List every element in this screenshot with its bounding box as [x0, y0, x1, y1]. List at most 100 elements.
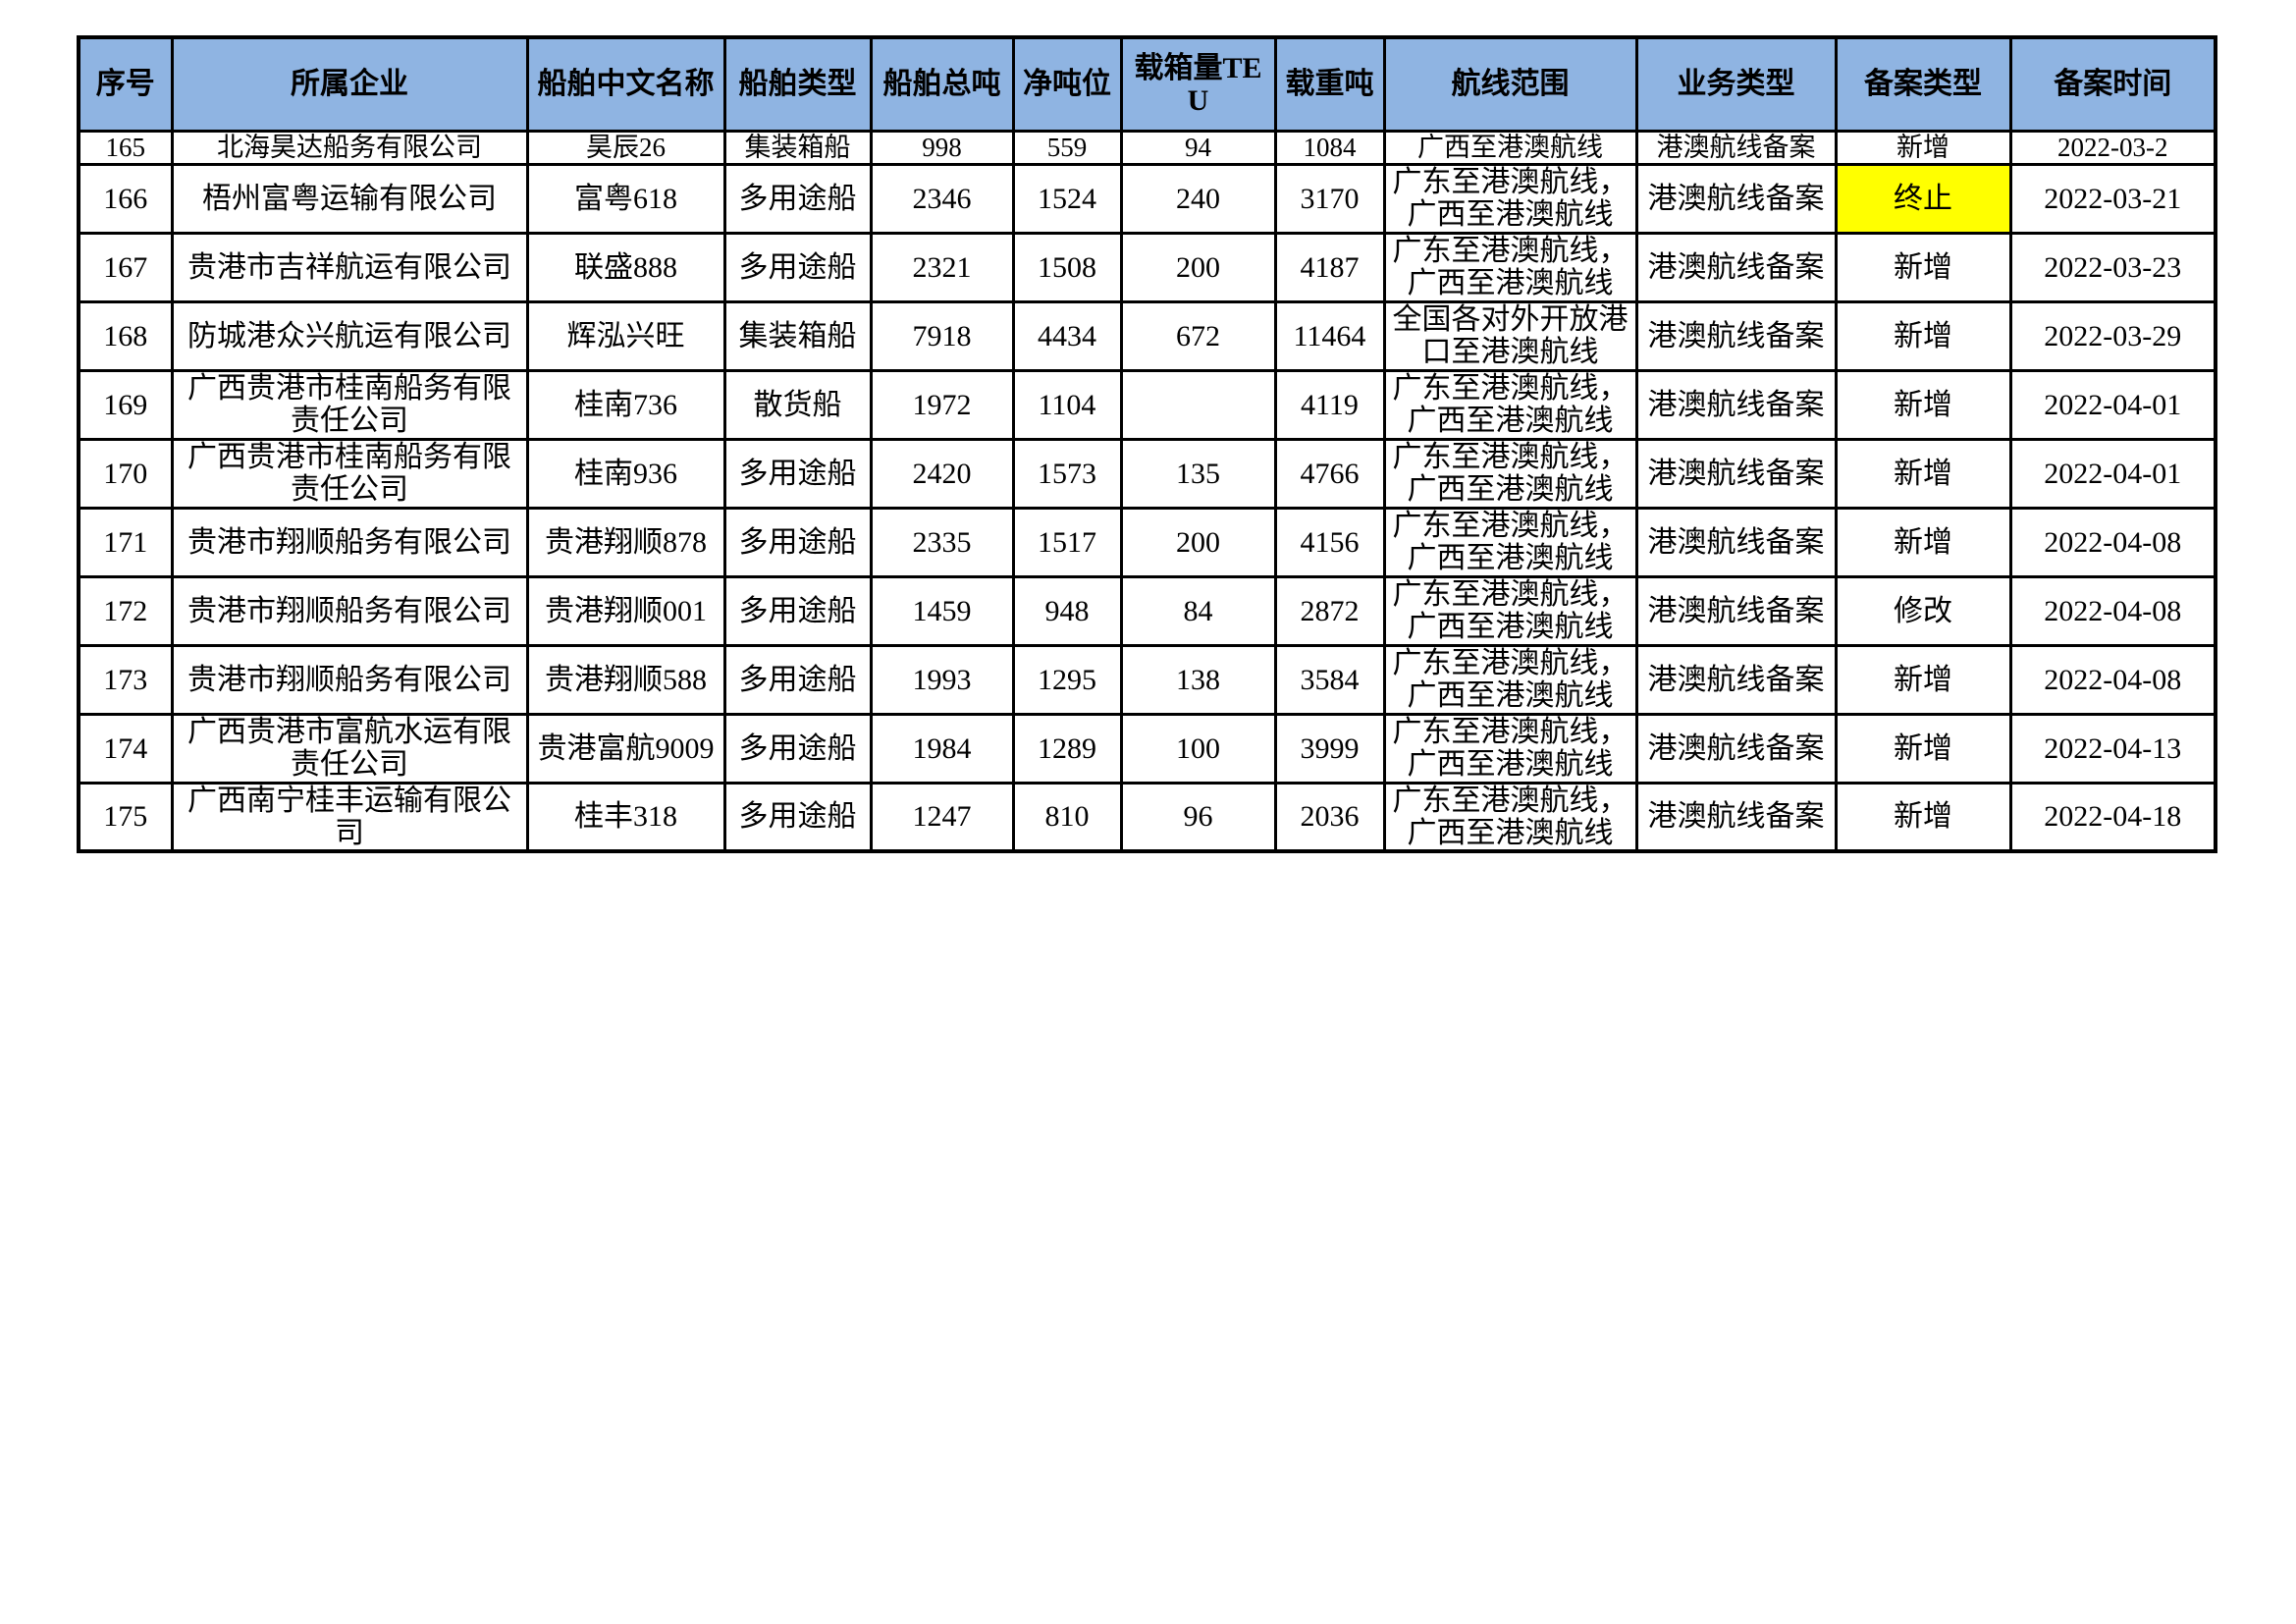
cell-business-type[interactable]: 港澳航线备案 [1634, 368, 1838, 441]
cell-filing-date[interactable]: 2022-04-18 [2008, 781, 2217, 853]
cell-net-tonnage[interactable]: 1295 [1011, 643, 1123, 716]
cell-filing-date[interactable]: 2022-03-2 [2008, 129, 2217, 166]
cell-filing-type[interactable]: 新增 [1834, 299, 2012, 372]
col-header-ship-name[interactable]: 船舶中文名称 [525, 35, 726, 133]
cell-filing-type[interactable]: 新增 [1834, 781, 2012, 853]
cell-business-type[interactable]: 港澳航线备案 [1634, 781, 1838, 853]
cell-company[interactable]: 梧州富粤运输有限公司 [170, 162, 529, 235]
cell-route[interactable]: 广西至港澳航线 [1382, 129, 1638, 166]
cell-ship-type[interactable]: 集装箱船 [722, 299, 873, 372]
cell-dwt[interactable]: 2036 [1273, 781, 1386, 853]
cell-company[interactable]: 广西贵港市桂南船务有限责任公司 [170, 368, 529, 441]
cell-seq[interactable]: 167 [77, 231, 174, 303]
cell-ship-type[interactable]: 散货船 [722, 368, 873, 441]
cell-ship-type[interactable]: 多用途船 [722, 574, 873, 647]
cell-filing-type[interactable]: 新增 [1834, 368, 2012, 441]
cell-ship-type[interactable]: 集装箱船 [722, 129, 873, 166]
cell-filing-date[interactable]: 2022-03-21 [2008, 162, 2217, 235]
cell-route[interactable]: 广东至港澳航线，广西至港澳航线 [1382, 437, 1638, 510]
cell-route[interactable]: 全国各对外开放港口至港澳航线 [1382, 299, 1638, 372]
cell-ship-type[interactable]: 多用途船 [722, 643, 873, 716]
cell-filing-date[interactable]: 2022-04-08 [2008, 506, 2217, 578]
cell-business-type[interactable]: 港澳航线备案 [1634, 574, 1838, 647]
cell-company[interactable]: 贵港市翔顺船务有限公司 [170, 643, 529, 716]
cell-seq[interactable]: 166 [77, 162, 174, 235]
cell-business-type[interactable]: 港澳航线备案 [1634, 712, 1838, 785]
cell-company[interactable]: 北海昊达船务有限公司 [170, 129, 529, 166]
cell-filing-date[interactable]: 2022-04-08 [2008, 574, 2217, 647]
cell-route[interactable]: 广东至港澳航线，广西至港澳航线 [1382, 162, 1638, 235]
cell-gross-tonnage[interactable]: 7918 [869, 299, 1015, 372]
cell-filing-type[interactable]: 新增 [1834, 231, 2012, 303]
cell-filing-date[interactable]: 2022-03-29 [2008, 299, 2217, 372]
cell-ship-type[interactable]: 多用途船 [722, 506, 873, 578]
cell-teu[interactable]: 84 [1119, 574, 1277, 647]
col-header-seq[interactable]: 序号 [77, 35, 174, 133]
cell-filing-type[interactable]: 新增 [1834, 437, 2012, 510]
cell-teu[interactable]: 96 [1119, 781, 1277, 853]
cell-seq[interactable]: 175 [77, 781, 174, 853]
cell-ship-name[interactable]: 联盛888 [525, 231, 726, 303]
cell-teu[interactable]: 100 [1119, 712, 1277, 785]
cell-teu[interactable]: 138 [1119, 643, 1277, 716]
cell-gross-tonnage[interactable]: 1984 [869, 712, 1015, 785]
cell-ship-name[interactable]: 贵港翔顺001 [525, 574, 726, 647]
cell-business-type[interactable]: 港澳航线备案 [1634, 506, 1838, 578]
cell-business-type[interactable]: 港澳航线备案 [1634, 299, 1838, 372]
cell-net-tonnage[interactable]: 1104 [1011, 368, 1123, 441]
cell-ship-name[interactable]: 桂南736 [525, 368, 726, 441]
cell-teu[interactable]: 94 [1119, 129, 1277, 166]
cell-filing-type[interactable]: 新增 [1834, 506, 2012, 578]
col-header-ship-type[interactable]: 船舶类型 [722, 35, 873, 133]
cell-route[interactable]: 广东至港澳航线，广西至港澳航线 [1382, 712, 1638, 785]
cell-gross-tonnage[interactable]: 998 [869, 129, 1015, 166]
cell-net-tonnage[interactable]: 559 [1011, 129, 1123, 166]
cell-seq[interactable]: 174 [77, 712, 174, 785]
cell-dwt[interactable]: 2872 [1273, 574, 1386, 647]
cell-filing-date[interactable]: 2022-04-13 [2008, 712, 2217, 785]
cell-business-type[interactable]: 港澳航线备案 [1634, 129, 1838, 166]
cell-seq[interactable]: 168 [77, 299, 174, 372]
cell-business-type[interactable]: 港澳航线备案 [1634, 643, 1838, 716]
cell-ship-name[interactable]: 昊辰26 [525, 129, 726, 166]
cell-filing-date[interactable]: 2022-04-08 [2008, 643, 2217, 716]
cell-ship-type[interactable]: 多用途船 [722, 781, 873, 853]
cell-gross-tonnage[interactable]: 1993 [869, 643, 1015, 716]
cell-teu[interactable]: 672 [1119, 299, 1277, 372]
cell-filing-type[interactable]: 新增 [1834, 712, 2012, 785]
cell-company[interactable]: 广西南宁桂丰运输有限公司 [170, 781, 529, 853]
cell-company[interactable]: 防城港众兴航运有限公司 [170, 299, 529, 372]
cell-company[interactable]: 贵港市翔顺船务有限公司 [170, 574, 529, 647]
cell-ship-name[interactable]: 辉泓兴旺 [525, 299, 726, 372]
cell-filing-date[interactable]: 2022-04-01 [2008, 437, 2217, 510]
cell-net-tonnage[interactable]: 1289 [1011, 712, 1123, 785]
cell-teu[interactable]: 200 [1119, 231, 1277, 303]
cell-teu[interactable]: 135 [1119, 437, 1277, 510]
cell-ship-name[interactable]: 桂丰318 [525, 781, 726, 853]
cell-dwt[interactable]: 3584 [1273, 643, 1386, 716]
cell-net-tonnage[interactable]: 1508 [1011, 231, 1123, 303]
cell-ship-type[interactable]: 多用途船 [722, 437, 873, 510]
cell-business-type[interactable]: 港澳航线备案 [1634, 437, 1838, 510]
cell-dwt[interactable]: 3170 [1273, 162, 1386, 235]
cell-ship-name[interactable]: 贵港翔顺588 [525, 643, 726, 716]
cell-dwt[interactable]: 4187 [1273, 231, 1386, 303]
cell-company[interactable]: 广西贵港市富航水运有限责任公司 [170, 712, 529, 785]
cell-filing-date[interactable]: 2022-04-01 [2008, 368, 2217, 441]
cell-gross-tonnage[interactable]: 2420 [869, 437, 1015, 510]
cell-dwt[interactable]: 4119 [1273, 368, 1386, 441]
cell-ship-name[interactable]: 贵港富航9009 [525, 712, 726, 785]
cell-business-type[interactable]: 港澳航线备案 [1634, 231, 1838, 303]
cell-net-tonnage[interactable]: 4434 [1011, 299, 1123, 372]
col-header-net-tonnage[interactable]: 净吨位 [1011, 35, 1123, 133]
cell-route[interactable]: 广东至港澳航线，广西至港澳航线 [1382, 781, 1638, 853]
cell-business-type[interactable]: 港澳航线备案 [1634, 162, 1838, 235]
cell-filing-type[interactable]: 修改 [1834, 574, 2012, 647]
cell-net-tonnage[interactable]: 1573 [1011, 437, 1123, 510]
cell-ship-type[interactable]: 多用途船 [722, 231, 873, 303]
cell-dwt[interactable]: 1084 [1273, 129, 1386, 166]
cell-dwt[interactable]: 11464 [1273, 299, 1386, 372]
cell-dwt[interactable]: 4766 [1273, 437, 1386, 510]
cell-net-tonnage[interactable]: 948 [1011, 574, 1123, 647]
col-header-business-type[interactable]: 业务类型 [1634, 35, 1838, 133]
